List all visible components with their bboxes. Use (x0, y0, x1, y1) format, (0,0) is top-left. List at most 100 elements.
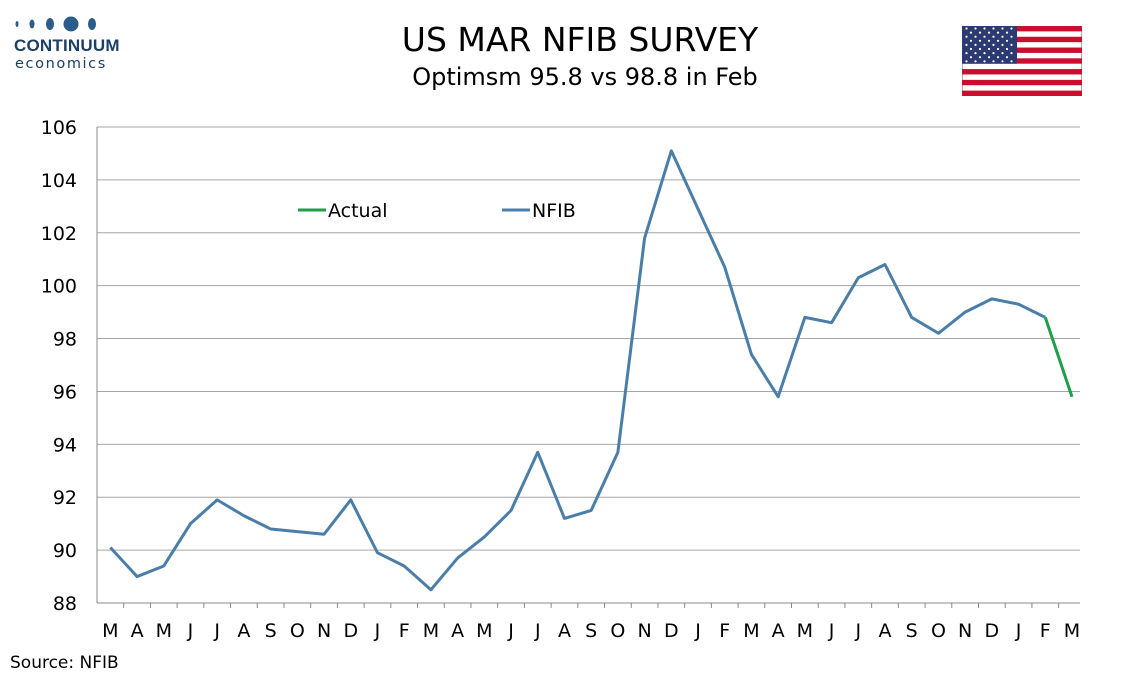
x-tick-label: M (156, 620, 172, 642)
logo-subtitle: economics (15, 56, 107, 72)
flag-star (992, 27, 995, 30)
y-tick-label: 90 (53, 540, 77, 562)
x-tick-label: O (290, 620, 305, 642)
flag-star (974, 60, 977, 63)
flag-star (1010, 27, 1013, 30)
flag-star (1001, 27, 1004, 30)
x-tick-label: F (1040, 620, 1051, 642)
x-tick-label: S (265, 620, 277, 642)
flag-star (974, 52, 977, 55)
flag-stripe (962, 26, 1082, 32)
x-tick-label: N (317, 620, 331, 642)
x-tick-label: J (374, 620, 381, 642)
flag-star (974, 35, 977, 38)
y-tick-label: 94 (53, 434, 77, 456)
flag-stripe (962, 90, 1082, 96)
flag-star (978, 39, 982, 42)
flag-star (1001, 35, 1004, 38)
x-tick-label: J (187, 620, 194, 642)
flag-star (978, 47, 982, 51)
legend-label: NFIB (532, 200, 576, 222)
flag-star (1005, 56, 1009, 59)
flag-star (983, 43, 986, 46)
logo-name: CONTINUUM (14, 36, 120, 55)
flag-star (1010, 35, 1013, 38)
x-tick-label: A (772, 620, 785, 642)
flag-stripe (962, 36, 1082, 43)
flag-star (996, 56, 1000, 59)
flag-star (978, 56, 982, 59)
y-tick-label: 102 (41, 223, 77, 245)
x-tick-label: M (1064, 620, 1080, 642)
flag-star (992, 43, 995, 46)
flag-star (965, 52, 968, 55)
flag-star (965, 35, 968, 38)
flag-star (1010, 60, 1013, 63)
x-tick-label: M (102, 620, 118, 642)
x-tick-label: J (507, 620, 514, 642)
flag-stripe (962, 69, 1082, 75)
flag-star (969, 56, 973, 59)
flag-star (974, 43, 977, 46)
series-line-actual (1043, 316, 1074, 398)
x-tick-label: F (719, 620, 730, 642)
x-tick-label: J (828, 620, 835, 642)
flag-star (965, 27, 968, 30)
flag-star (1001, 60, 1004, 63)
flag-star (1001, 43, 1004, 46)
x-tick-label: M (743, 620, 759, 642)
y-tick-label: 100 (41, 276, 77, 298)
us-flag-icon (962, 26, 1082, 96)
flag-star (992, 35, 995, 38)
flag-stripe (962, 79, 1082, 86)
flag-star (983, 35, 986, 38)
flag-stripe (962, 47, 1082, 53)
x-tick-label: A (558, 620, 571, 642)
x-tick-label: J (694, 620, 701, 642)
logo-dots-icon (15, 16, 96, 32)
flag-star (969, 47, 973, 51)
x-tick-label: M (476, 620, 492, 642)
x-tick-label: A (131, 620, 144, 642)
flag-stripe (962, 58, 1082, 64)
x-tick-label: N (958, 620, 972, 642)
flag-star (965, 60, 968, 63)
y-tick-label: 98 (53, 329, 77, 351)
x-tick-label: D (985, 620, 1000, 642)
x-tick-label: F (399, 620, 410, 642)
flag-star (996, 39, 1000, 42)
x-tick-label: A (237, 620, 250, 642)
chart-title: US MAR NFIB SURVEY (401, 20, 759, 59)
flag-star (992, 52, 995, 55)
x-tick-label: J (1015, 620, 1022, 642)
flag-star (987, 39, 991, 42)
flag-star (965, 43, 968, 46)
x-tick-label: O (610, 620, 625, 642)
x-tick-label: A (879, 620, 892, 642)
x-tick-label: A (451, 620, 464, 642)
x-tick-label: J (213, 620, 220, 642)
x-tick-label: O (931, 620, 946, 642)
flag-star (978, 31, 982, 34)
flag-star (996, 31, 1000, 34)
flag-star (974, 27, 977, 30)
flag-star (969, 31, 973, 34)
x-tick-label: J (534, 620, 541, 642)
flag-star (969, 39, 973, 42)
y-tick-label: 88 (53, 593, 77, 615)
legend-label: Actual (328, 200, 388, 222)
x-tick-label: M (797, 620, 813, 642)
flag-star (1001, 52, 1004, 55)
flag-star (1005, 39, 1009, 42)
flag-star (987, 56, 991, 59)
x-tick-label: S (585, 620, 597, 642)
x-tick-label: N (637, 620, 651, 642)
x-tick-label: M (423, 620, 439, 642)
chart-subtitle: Optimsm 95.8 vs 98.8 in Feb (412, 63, 758, 91)
x-tick-label: S (906, 620, 918, 642)
flag-star (1010, 52, 1013, 55)
flag-star (1005, 31, 1009, 34)
flag-star (983, 27, 986, 30)
flag-star (983, 52, 986, 55)
